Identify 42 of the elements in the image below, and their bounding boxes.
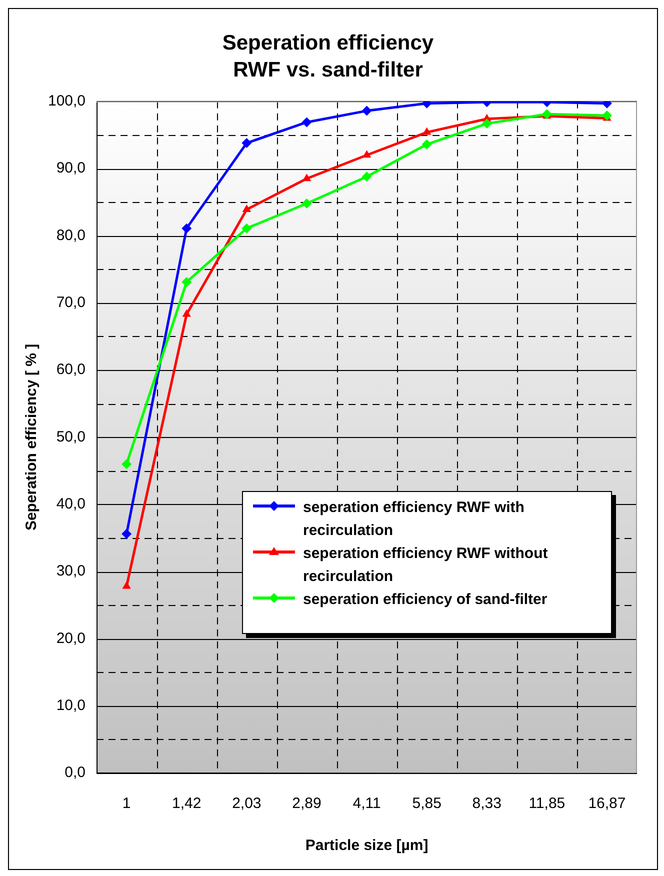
- x-tick-label: 1: [122, 795, 131, 812]
- point: [182, 223, 192, 234]
- y-tick-label: 80,0: [56, 226, 86, 244]
- point: [362, 172, 372, 182]
- y-tick-label: 30,0: [56, 562, 86, 580]
- x-tick-label: 8,33: [472, 795, 502, 812]
- point: [122, 528, 132, 539]
- x-tick-label: 11,85: [528, 795, 566, 812]
- y-axis-title: Seperation efficiency [ % ]: [23, 344, 40, 531]
- x-tick-label: 2,89: [292, 795, 322, 812]
- point: [242, 204, 251, 212]
- y-tick-label: 40,0: [56, 496, 86, 512]
- y-tick-label: 10,0: [56, 696, 86, 714]
- legend-label: seperation efficiency of sand-filter: [303, 590, 548, 610]
- point: [122, 581, 131, 589]
- point: [362, 150, 372, 158]
- point: [182, 309, 191, 317]
- y-tick-label: 100,0: [48, 92, 86, 110]
- chart-subtitle: RWF vs. sand-filter: [233, 58, 423, 82]
- x-axis-title: Particle size [µm]: [305, 837, 428, 854]
- y-tick-label: 60,0: [56, 361, 86, 378]
- point: [422, 139, 432, 150]
- point: [182, 277, 192, 288]
- point: [302, 198, 312, 208]
- x-tick-label: 2,03: [232, 795, 262, 812]
- point: [242, 223, 252, 234]
- point: [482, 118, 492, 129]
- point: [302, 117, 312, 128]
- x-tick-label: 4,11: [352, 795, 381, 812]
- y-tick-label: 90,0: [56, 160, 86, 177]
- y-tick-label: 70,0: [56, 294, 86, 312]
- y-tick-label: 50,0: [56, 428, 86, 446]
- x-tick-label: 1,42: [172, 795, 202, 812]
- point: [602, 110, 612, 121]
- y-tick-label: 0,0: [64, 764, 86, 782]
- point: [362, 106, 372, 116]
- chart-title: Seperation efficiency: [222, 31, 434, 54]
- x-tick-label: 5,85: [412, 795, 442, 812]
- point: [122, 459, 132, 470]
- x-tick-label: 16,87: [588, 795, 626, 812]
- y-tick-label: 20,0: [56, 630, 86, 647]
- point: [242, 138, 252, 148]
